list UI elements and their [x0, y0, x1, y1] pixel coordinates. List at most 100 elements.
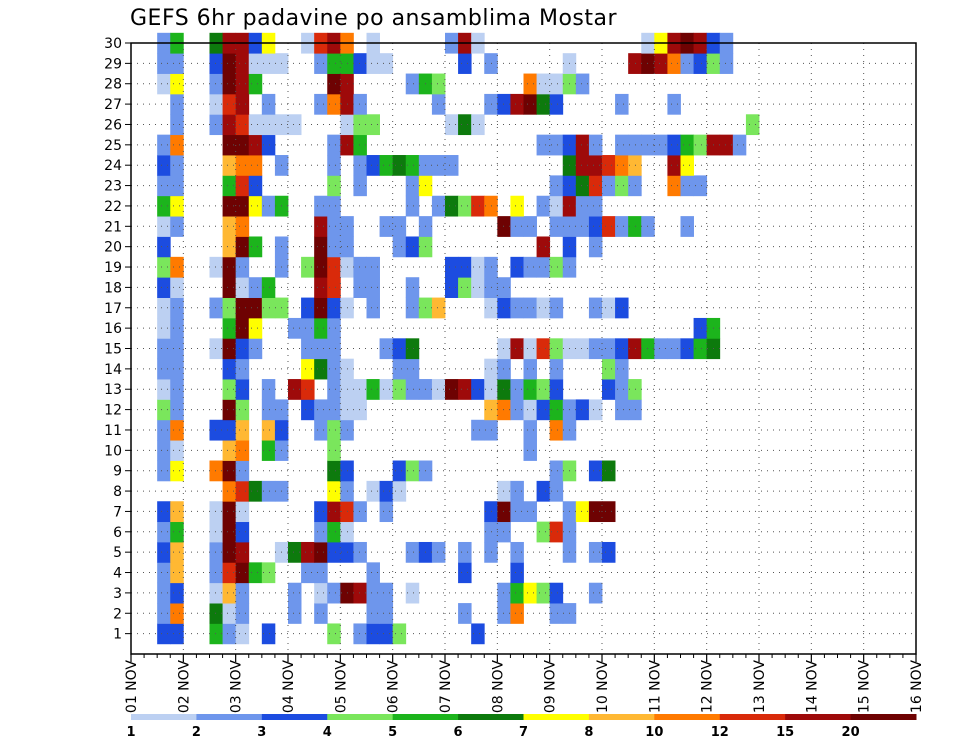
heatmap-cell	[510, 480, 524, 502]
heatmap-cell	[261, 134, 276, 156]
heatmap-cell	[693, 175, 708, 197]
y-tick-label: 17	[104, 301, 122, 317]
heatmap-cell	[588, 236, 603, 258]
heatmap-cell	[288, 541, 302, 563]
heatmap-cell	[575, 134, 590, 156]
heatmap-cell	[680, 338, 694, 360]
heatmap-cell	[261, 623, 276, 645]
colorbar: 1 2 3 4 5 6 7 8 10 12 15 20	[126, 714, 917, 740]
heatmap-cell	[170, 399, 184, 421]
heatmap-cell	[170, 277, 184, 298]
heatmap-cell	[602, 379, 616, 400]
heatmap-cell	[261, 562, 276, 584]
heatmap-cell	[157, 175, 171, 197]
heatmap-cell	[405, 379, 420, 400]
heatmap-cell	[458, 277, 472, 298]
heatmap-cell	[235, 379, 250, 400]
heatmap-cell	[588, 399, 603, 421]
y-tick-label: 20	[104, 240, 122, 256]
heatmap-cell	[379, 582, 394, 604]
heatmap-cell	[602, 175, 616, 197]
heatmap-cell	[575, 195, 590, 217]
heatmap-cell	[458, 379, 472, 400]
heatmap-cell	[680, 175, 694, 197]
colorbar-segment	[719, 714, 786, 720]
y-tick-label: 9	[113, 464, 122, 480]
heatmap-cell	[445, 195, 459, 217]
heatmap-cell	[222, 623, 237, 645]
heatmap-cell	[235, 317, 250, 339]
heatmap-cell	[301, 399, 315, 421]
heatmap-cell	[209, 256, 223, 278]
heatmap-cell	[549, 521, 564, 543]
heatmap-cell	[353, 114, 367, 136]
heatmap-cell	[327, 155, 341, 176]
heatmap-cell	[222, 358, 237, 380]
heatmap-cell	[170, 317, 184, 339]
heatmap-cell	[327, 440, 341, 461]
y-tick-label: 11	[104, 423, 122, 439]
heatmap-cell	[288, 317, 302, 339]
heatmap-cell	[484, 297, 498, 319]
y-tick-label: 28	[104, 77, 122, 93]
heatmap-cell	[314, 603, 328, 624]
heatmap-cell	[327, 541, 341, 563]
heatmap-cell	[327, 53, 341, 74]
heatmap-cell	[261, 440, 276, 461]
heatmap-cell	[405, 582, 420, 604]
heatmap-cell	[366, 297, 380, 319]
heatmap-cell	[301, 358, 315, 380]
heatmap-cell	[445, 379, 459, 400]
heatmap-cell	[575, 338, 590, 360]
heatmap-cell	[732, 134, 747, 156]
heatmap-cell	[523, 379, 537, 400]
heatmap-cell	[523, 419, 537, 441]
heatmap-cell	[248, 195, 263, 217]
heatmap-cell	[392, 623, 407, 645]
heatmap-cell	[392, 216, 407, 237]
heatmap-cell	[314, 297, 328, 319]
heatmap-cell	[497, 338, 511, 360]
heatmap-cell	[392, 338, 407, 360]
heatmap-cell	[209, 73, 223, 95]
colorbar-label: 3	[257, 725, 266, 740]
y-tick-label: 12	[104, 403, 122, 419]
heatmap-cell	[209, 501, 223, 523]
heatmap-cell	[235, 277, 250, 298]
heatmap-cell	[209, 338, 223, 360]
colorbar-label: 20	[842, 725, 860, 740]
x-tick-label: 09 NOV	[543, 660, 559, 714]
heatmap-cell	[235, 297, 250, 319]
cells-layer	[157, 32, 760, 645]
heatmap-cell	[615, 134, 629, 156]
heatmap-cell	[405, 338, 420, 360]
heatmap-cell	[379, 216, 394, 237]
x-tick-label: 14 NOV	[804, 660, 820, 714]
heatmap-cell	[536, 521, 551, 543]
heatmap-cell	[157, 419, 171, 441]
heatmap-cell	[497, 521, 511, 543]
x-tick-label: 03 NOV	[229, 660, 245, 714]
heatmap-cell	[405, 460, 420, 482]
heatmap-cell	[222, 297, 237, 319]
heatmap-cell	[667, 338, 681, 360]
heatmap-cell	[261, 379, 276, 400]
heatmap-cell	[170, 440, 184, 461]
heatmap-cell	[353, 134, 367, 156]
heatmap-cell	[327, 338, 341, 360]
y-tick-label: 23	[104, 179, 122, 195]
x-tick-label: 06 NOV	[386, 660, 402, 714]
heatmap-cell	[209, 419, 223, 441]
heatmap-cell	[353, 379, 367, 400]
heatmap-cell	[170, 460, 184, 482]
heatmap-cell	[235, 93, 250, 115]
heatmap-cell	[484, 501, 498, 523]
heatmap-cell	[471, 114, 485, 136]
heatmap-cell	[719, 53, 734, 74]
heatmap-cell	[366, 623, 380, 645]
y-tick-label: 21	[104, 219, 122, 235]
heatmap-cell	[549, 216, 564, 237]
heatmap-cell	[536, 399, 551, 421]
heatmap-cell	[523, 399, 537, 421]
heatmap-cell	[654, 338, 668, 360]
